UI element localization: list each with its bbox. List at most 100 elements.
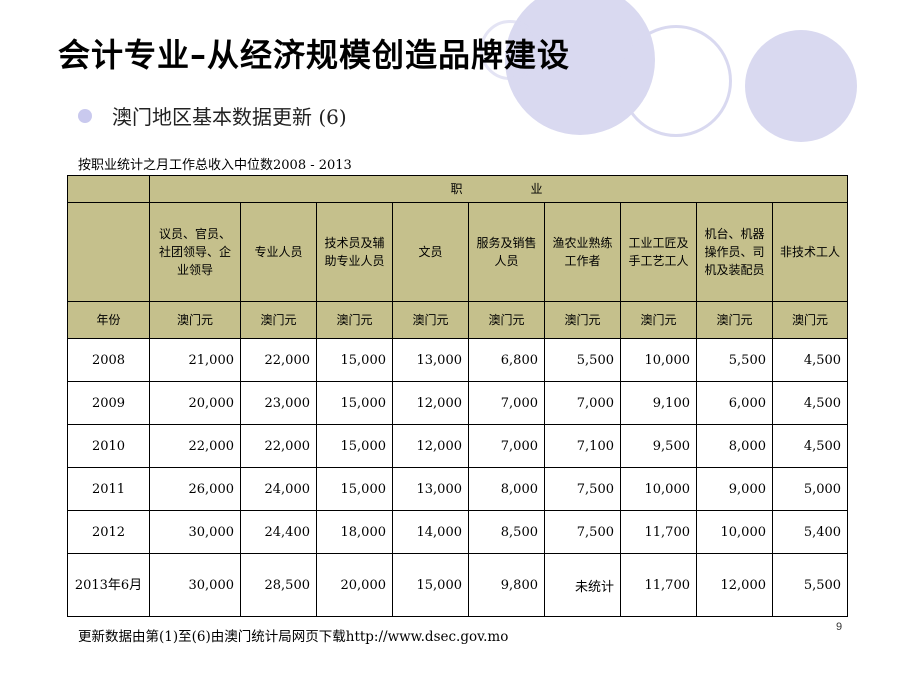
unit-cell: 澳门元 — [620, 301, 697, 339]
value-cell: 20,000 — [149, 381, 241, 425]
year-cell: 2008 — [67, 338, 150, 382]
decor-circle-3 — [745, 30, 857, 142]
table-row: 2010 22,000 22,000 15,000 12,000 7,000 7… — [67, 424, 849, 468]
page-number: 9 — [836, 621, 843, 633]
header-occupation: 职 业 — [148, 175, 849, 203]
value-cell: 6,000 — [696, 381, 773, 425]
unit-cell: 澳门元 — [240, 301, 317, 339]
value-cell: 22,000 — [149, 424, 241, 468]
value-cell: 11,700 — [620, 553, 697, 617]
value-cell: 10,000 — [620, 338, 697, 382]
value-cell: 30,000 — [149, 510, 241, 554]
value-cell: 13,000 — [392, 338, 469, 382]
table-header-unit-row: 年份 澳门元 澳门元 澳门元 澳门元 澳门元 澳门元 澳门元 澳门元 澳门元 — [67, 301, 849, 339]
table-row: 2009 20,000 23,000 15,000 12,000 7,000 7… — [67, 381, 849, 425]
header-col: 专业人员 — [240, 202, 317, 302]
value-cell: 12,000 — [392, 381, 469, 425]
header-col: 非技术工人 — [771, 202, 849, 302]
value-cell: 8,000 — [468, 467, 545, 511]
value-cell: 20,000 — [316, 553, 393, 617]
value-cell: 22,000 — [240, 424, 317, 468]
value-cell: 5,500 — [771, 553, 849, 617]
value-cell: 18,000 — [316, 510, 393, 554]
unit-cell: 澳门元 — [149, 301, 241, 339]
value-cell: 15,000 — [316, 424, 393, 468]
value-cell: 13,000 — [392, 467, 469, 511]
header-col: 工业工匠及手工艺工人 — [620, 202, 697, 302]
decor-circle-4 — [480, 20, 540, 80]
value-cell: 28,500 — [240, 553, 317, 617]
value-cell: 15,000 — [316, 467, 393, 511]
table-row: 2008 21,000 22,000 15,000 13,000 6,800 5… — [67, 338, 849, 382]
value-cell: 23,000 — [240, 381, 317, 425]
value-cell: 7,000 — [468, 424, 545, 468]
value-cell: 10,000 — [696, 510, 773, 554]
slide-subtitle: 澳门地区基本数据更新 (6) — [112, 105, 347, 129]
unit-cell: 澳门元 — [468, 301, 545, 339]
value-cell: 24,000 — [240, 467, 317, 511]
header-col: 渔农业熟练工作者 — [544, 202, 621, 302]
unit-cell: 澳门元 — [544, 301, 621, 339]
table-caption: 按职业统计之月工作总收入中位数2008 - 2013 — [78, 158, 352, 173]
value-cell: 5,500 — [696, 338, 773, 382]
table-header-group-row: 职 业 — [67, 175, 849, 203]
value-cell: 26,000 — [149, 467, 241, 511]
value-cell: 9,000 — [696, 467, 773, 511]
value-cell: 21,000 — [149, 338, 241, 382]
value-cell: 5,000 — [771, 467, 849, 511]
year-cell: 2012 — [67, 510, 150, 554]
value-cell: 15,000 — [316, 338, 393, 382]
value-cell: 8,500 — [468, 510, 545, 554]
value-cell: 8,000 — [696, 424, 773, 468]
unit-cell: 澳门元 — [392, 301, 469, 339]
value-cell: 7,100 — [544, 424, 621, 468]
value-cell: 7,500 — [544, 510, 621, 554]
header-blank-cell — [67, 202, 150, 302]
slide-title: 会计专业–从经济规模创造品牌建设 — [58, 36, 571, 74]
header-col: 技术员及辅助专业人员 — [316, 202, 393, 302]
value-cell: 9,100 — [620, 381, 697, 425]
unit-cell: 澳门元 — [316, 301, 393, 339]
value-cell: 15,000 — [316, 381, 393, 425]
header-blank-cell — [67, 175, 150, 203]
value-cell: 4,500 — [771, 338, 849, 382]
header-col: 服务及销售人员 — [468, 202, 545, 302]
value-cell: 12,000 — [392, 424, 469, 468]
table-row: 2013年6月 30,000 28,500 20,000 15,000 9,80… — [67, 553, 849, 617]
value-cell: 9,500 — [620, 424, 697, 468]
bullet-icon — [78, 109, 92, 123]
header-col: 文员 — [392, 202, 469, 302]
source-footer: 更新数据由第(1)至(6)由澳门统计局网页下载http://www.dsec.g… — [78, 629, 509, 645]
value-cell: 7,000 — [468, 381, 545, 425]
value-cell: 11,700 — [620, 510, 697, 554]
year-cell: 2013年6月 — [67, 553, 150, 617]
header-col: 机台、机器操作员、司机及装配员 — [696, 202, 773, 302]
value-cell: 7,000 — [544, 381, 621, 425]
value-cell: 4,500 — [771, 424, 849, 468]
income-table: 职 业 议员、官员、社团领导、企业领导 专业人员 技术员及辅助专业人员 文员 服… — [67, 175, 849, 617]
value-cell: 30,000 — [149, 553, 241, 617]
unit-cell: 澳门元 — [771, 301, 849, 339]
value-cell: 15,000 — [392, 553, 469, 617]
value-cell: 7,500 — [544, 467, 621, 511]
value-cell: 5,500 — [544, 338, 621, 382]
value-cell: 4,500 — [771, 381, 849, 425]
table-row: 2011 26,000 24,000 15,000 13,000 8,000 7… — [67, 467, 849, 511]
header-col: 议员、官员、社团领导、企业领导 — [149, 202, 241, 302]
year-cell: 2011 — [67, 467, 150, 511]
table-header-category-row: 议员、官员、社团领导、企业领导 专业人员 技术员及辅助专业人员 文员 服务及销售… — [67, 202, 849, 302]
value-cell: 14,000 — [392, 510, 469, 554]
unit-cell: 澳门元 — [696, 301, 773, 339]
value-cell: 10,000 — [620, 467, 697, 511]
value-cell: 22,000 — [240, 338, 317, 382]
value-cell: 6,800 — [468, 338, 545, 382]
table-row: 2012 30,000 24,400 18,000 14,000 8,500 7… — [67, 510, 849, 554]
value-cell: 5,400 — [771, 510, 849, 554]
value-cell: 未统计 — [544, 553, 621, 617]
decor-circle-2 — [620, 25, 732, 137]
year-cell: 2009 — [67, 381, 150, 425]
value-cell: 24,400 — [240, 510, 317, 554]
header-year: 年份 — [67, 301, 150, 339]
value-cell: 9,800 — [468, 553, 545, 617]
year-cell: 2010 — [67, 424, 150, 468]
